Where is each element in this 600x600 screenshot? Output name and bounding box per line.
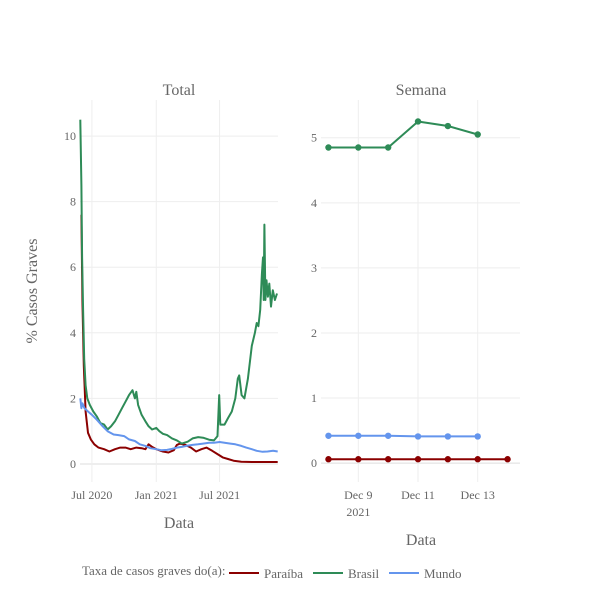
series-line-brasil	[328, 120, 478, 149]
y-tick-label: 2	[311, 326, 317, 340]
x-tick-label: Dec 9	[344, 488, 372, 502]
data-point	[444, 456, 452, 463]
y-tick-label: 8	[70, 195, 76, 209]
y-tick-label: 6	[70, 260, 76, 274]
panel-total: Total 0 2 4 6 8 10 Jul 2020 Jan 2021 Jul 2021 D…	[24, 82, 278, 532]
x-tick-label: Dec 13	[461, 488, 495, 502]
x-tick-label: Jul 2020	[71, 488, 112, 502]
series-line-mundo	[79, 398, 278, 453]
data-point	[325, 432, 332, 439]
y-tick-label: 4	[70, 326, 76, 340]
y-tick-label: 1	[311, 391, 317, 405]
data-point	[474, 456, 481, 463]
data-point	[325, 144, 332, 151]
y-ticks-right: 0 1 2 3 4 5	[311, 131, 317, 470]
data-point	[355, 144, 362, 151]
data-point	[355, 432, 362, 439]
data-point	[444, 122, 452, 130]
legend-items: Paraíba Brasil Mundo	[229, 566, 462, 581]
y-tick-label: 10	[64, 129, 76, 143]
x-tick-sublabel: 2021	[346, 505, 370, 519]
legend-item-mundo[interactable]: Mundo	[389, 566, 462, 581]
data-point	[384, 432, 392, 439]
data-point	[384, 456, 392, 463]
data-point	[504, 456, 511, 463]
y-tick-label: 0	[70, 457, 76, 471]
y-tick-label: 4	[311, 196, 317, 210]
data-point	[444, 433, 452, 440]
legend-item-brasil[interactable]: Brasil	[313, 566, 379, 581]
legend-label: Mundo	[424, 566, 462, 581]
series-lines-left	[79, 119, 278, 463]
legend-label: Brasil	[348, 566, 379, 581]
panel-title-semana: Semana	[396, 82, 447, 99]
grid-right	[321, 100, 520, 482]
legend-item-paraba[interactable]: Paraíba	[229, 566, 303, 581]
y-tick-label: 0	[311, 456, 317, 470]
data-point	[474, 131, 481, 138]
data-point	[414, 456, 422, 463]
y-ticks-left: 0 2 4 6 8 10	[64, 129, 76, 471]
x-ticks-left: Jul 2020 Jan 2021 Jul 2021	[71, 488, 240, 502]
x-axis-title-total: Data	[164, 515, 194, 532]
legend-title: Taxa de casos graves do(a):	[82, 563, 225, 578]
panel-semana: Semana 0 1 2 3 4 5 Dec 9 2021 Dec 11 Dec 13 Data	[311, 82, 520, 549]
data-point	[355, 456, 362, 463]
x-axis-title-semana: Data	[406, 532, 436, 549]
x-tick-label: Jul 2021	[199, 488, 240, 502]
series-line-paraba	[80, 214, 278, 463]
y-axis-title: % Casos Graves	[24, 239, 41, 344]
series-line-brasil	[79, 119, 278, 445]
data-point	[325, 456, 332, 463]
y-tick-label: 3	[311, 261, 317, 275]
legend: Taxa de casos graves do(a): Paraíba Brasi…	[82, 563, 462, 581]
data-point	[414, 118, 422, 125]
series-line-mundo	[328, 434, 478, 438]
panel-title-total: Total	[163, 82, 196, 99]
data-point	[474, 433, 481, 440]
y-tick-label: 2	[70, 391, 76, 405]
y-tick-label: 5	[311, 131, 317, 145]
x-ticks-right: Dec 9 2021 Dec 11 Dec 13	[344, 488, 495, 519]
x-tick-label: Dec 11	[401, 488, 435, 502]
x-tick-label: Jan 2021	[135, 488, 178, 502]
grid-left	[80, 100, 278, 482]
legend-label: Paraíba	[264, 566, 303, 581]
data-point	[414, 433, 422, 440]
data-point	[384, 144, 392, 151]
series-lines-right	[325, 118, 511, 463]
